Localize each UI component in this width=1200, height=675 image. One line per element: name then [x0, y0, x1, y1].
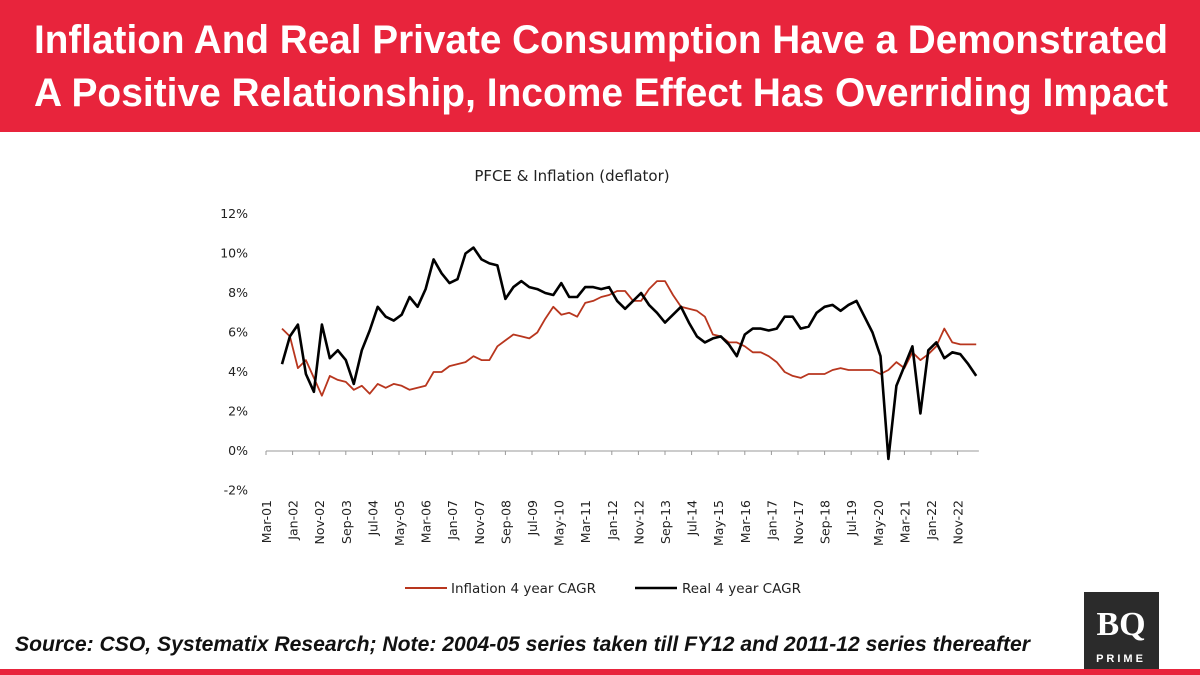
- y-tick-label: 8%: [228, 285, 248, 300]
- x-tick-label: Jan-22: [924, 500, 939, 541]
- x-tick-label: Jan-12: [605, 500, 620, 541]
- x-tick-label: Jul-09: [525, 500, 540, 537]
- legend-label-inflation: Inflation 4 year CAGR: [451, 581, 596, 597]
- y-tick-label: 12%: [220, 206, 248, 221]
- y-tick-label: 2%: [228, 404, 248, 419]
- bq-prime-logo: BQ PRIME: [1084, 592, 1159, 669]
- chart-title: PFCE & Inflation (deflator): [474, 167, 669, 185]
- x-tick-label: Jul-14: [685, 500, 700, 537]
- plot-area: [280, 246, 978, 461]
- x-tick-label: Nov-17: [791, 500, 806, 544]
- x-tick-label: Jan-07: [445, 500, 460, 541]
- x-tick-label: Mar-21: [897, 500, 912, 543]
- x-tick-label: May-05: [392, 500, 407, 546]
- logo-text-sub: PRIME: [1096, 653, 1146, 665]
- series-line-real: [280, 246, 978, 461]
- bottom-band: [0, 669, 1200, 675]
- legend: Inflation 4 year CAGR Real 4 year CAGR: [405, 581, 801, 597]
- x-tick-label: May-15: [711, 500, 726, 546]
- x-tick-label: Jan-02: [286, 500, 301, 541]
- header-band: [0, 0, 1200, 132]
- y-tick-label: 10%: [220, 246, 248, 261]
- header-title-line1: Inflation And Real Private Consumption H…: [34, 18, 1168, 62]
- x-tick-label: Sep-03: [339, 500, 354, 544]
- x-tick-label: Nov-12: [631, 500, 646, 544]
- x-tick-label: Nov-02: [312, 500, 327, 544]
- x-tick-label: Mar-06: [419, 500, 434, 543]
- x-tick-label: Jan-17: [764, 500, 779, 541]
- x-tick-label: Mar-01: [259, 500, 274, 543]
- x-tick-label: Mar-11: [578, 500, 593, 543]
- x-tick-label: Nov-22: [951, 500, 966, 544]
- x-tick-label: Jul-19: [844, 500, 859, 537]
- y-tick-label: 0%: [228, 443, 248, 458]
- x-axis: Mar-01 Jan-02 Nov-02 Sep-03 Jul-04 May-05 Mar-…: [259, 450, 979, 546]
- x-tick-label: Jul-04: [365, 500, 380, 537]
- y-axis: -2% 0% 2% 4% 6% 8% 10% 12%: [220, 206, 248, 498]
- y-tick-label: -2%: [224, 483, 248, 498]
- source-note: Source: CSO, Systematix Research; Note: …: [15, 633, 1032, 656]
- x-tick-label: Sep-18: [818, 500, 833, 544]
- x-tick-label: Nov-07: [472, 500, 487, 544]
- series-line-inflation: [281, 280, 977, 397]
- x-tick-label: May-20: [871, 500, 886, 546]
- y-tick-label: 6%: [228, 325, 248, 340]
- header-title-line2: A Positive Relationship, Income Effect H…: [34, 71, 1168, 115]
- y-tick-label: 4%: [228, 364, 248, 379]
- x-tick-label: Sep-08: [498, 500, 513, 544]
- x-tick-label: Sep-13: [658, 500, 673, 544]
- legend-label-real: Real 4 year CAGR: [682, 581, 801, 597]
- logo-text-main: BQ: [1096, 606, 1145, 643]
- x-tick-label: Mar-16: [738, 500, 753, 543]
- x-tick-label: May-10: [552, 500, 567, 546]
